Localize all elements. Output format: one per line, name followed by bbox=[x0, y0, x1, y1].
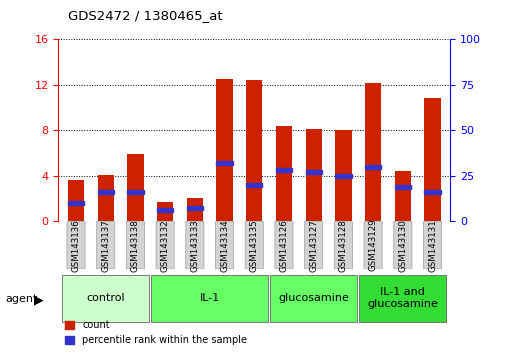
Bar bbox=[245, 80, 262, 221]
Bar bbox=[245, 183, 262, 187]
Bar bbox=[364, 84, 380, 221]
Bar bbox=[157, 202, 173, 221]
FancyBboxPatch shape bbox=[156, 221, 174, 269]
Bar bbox=[394, 171, 410, 221]
Bar bbox=[275, 126, 291, 221]
FancyBboxPatch shape bbox=[62, 275, 149, 322]
Text: GSM143137: GSM143137 bbox=[101, 219, 110, 272]
Bar bbox=[364, 165, 380, 169]
Text: GSM143128: GSM143128 bbox=[338, 219, 347, 272]
Text: glucosamine: glucosamine bbox=[278, 293, 348, 303]
FancyBboxPatch shape bbox=[96, 221, 115, 269]
Bar bbox=[216, 161, 232, 165]
Text: GSM143129: GSM143129 bbox=[368, 219, 377, 272]
Bar bbox=[127, 154, 143, 221]
Text: IL-1 and
glucosamine: IL-1 and glucosamine bbox=[367, 287, 437, 309]
Text: ▶: ▶ bbox=[34, 293, 43, 306]
Bar bbox=[305, 170, 321, 174]
FancyBboxPatch shape bbox=[393, 221, 411, 269]
Text: IL-1: IL-1 bbox=[199, 293, 219, 303]
Bar bbox=[216, 79, 232, 221]
Bar bbox=[334, 130, 351, 221]
Text: GSM143126: GSM143126 bbox=[279, 219, 288, 272]
FancyBboxPatch shape bbox=[67, 221, 85, 269]
Bar bbox=[305, 129, 321, 221]
FancyBboxPatch shape bbox=[359, 275, 445, 322]
Text: agent: agent bbox=[5, 294, 37, 304]
Text: GSM143127: GSM143127 bbox=[309, 219, 318, 272]
FancyBboxPatch shape bbox=[151, 275, 268, 322]
Text: GSM143135: GSM143135 bbox=[249, 219, 258, 272]
FancyBboxPatch shape bbox=[423, 221, 441, 269]
Bar bbox=[186, 199, 203, 221]
FancyBboxPatch shape bbox=[363, 221, 381, 269]
Bar bbox=[68, 201, 84, 205]
Text: GSM143134: GSM143134 bbox=[220, 219, 229, 272]
Legend: count, percentile rank within the sample: count, percentile rank within the sample bbox=[61, 316, 250, 349]
FancyBboxPatch shape bbox=[274, 221, 292, 269]
Bar bbox=[127, 190, 143, 194]
Bar bbox=[97, 175, 114, 221]
Text: control: control bbox=[86, 293, 125, 303]
FancyBboxPatch shape bbox=[245, 221, 263, 269]
Bar bbox=[157, 208, 173, 212]
FancyBboxPatch shape bbox=[185, 221, 204, 269]
Bar bbox=[186, 206, 203, 211]
FancyBboxPatch shape bbox=[215, 221, 233, 269]
Bar bbox=[68, 180, 84, 221]
Bar bbox=[394, 185, 410, 189]
Bar bbox=[424, 98, 440, 221]
Text: GDS2472 / 1380465_at: GDS2472 / 1380465_at bbox=[68, 9, 223, 22]
Text: GSM143136: GSM143136 bbox=[71, 219, 80, 272]
FancyBboxPatch shape bbox=[334, 221, 352, 269]
Text: GSM143131: GSM143131 bbox=[427, 219, 436, 272]
Bar bbox=[275, 168, 291, 172]
Text: GSM143133: GSM143133 bbox=[190, 219, 199, 272]
FancyBboxPatch shape bbox=[126, 221, 144, 269]
Bar bbox=[334, 174, 351, 178]
Text: GSM143138: GSM143138 bbox=[131, 219, 140, 272]
Bar bbox=[424, 190, 440, 194]
Text: GSM143132: GSM143132 bbox=[160, 219, 169, 272]
Bar bbox=[97, 190, 114, 194]
FancyBboxPatch shape bbox=[304, 221, 322, 269]
FancyBboxPatch shape bbox=[270, 275, 357, 322]
Text: GSM143130: GSM143130 bbox=[397, 219, 407, 272]
